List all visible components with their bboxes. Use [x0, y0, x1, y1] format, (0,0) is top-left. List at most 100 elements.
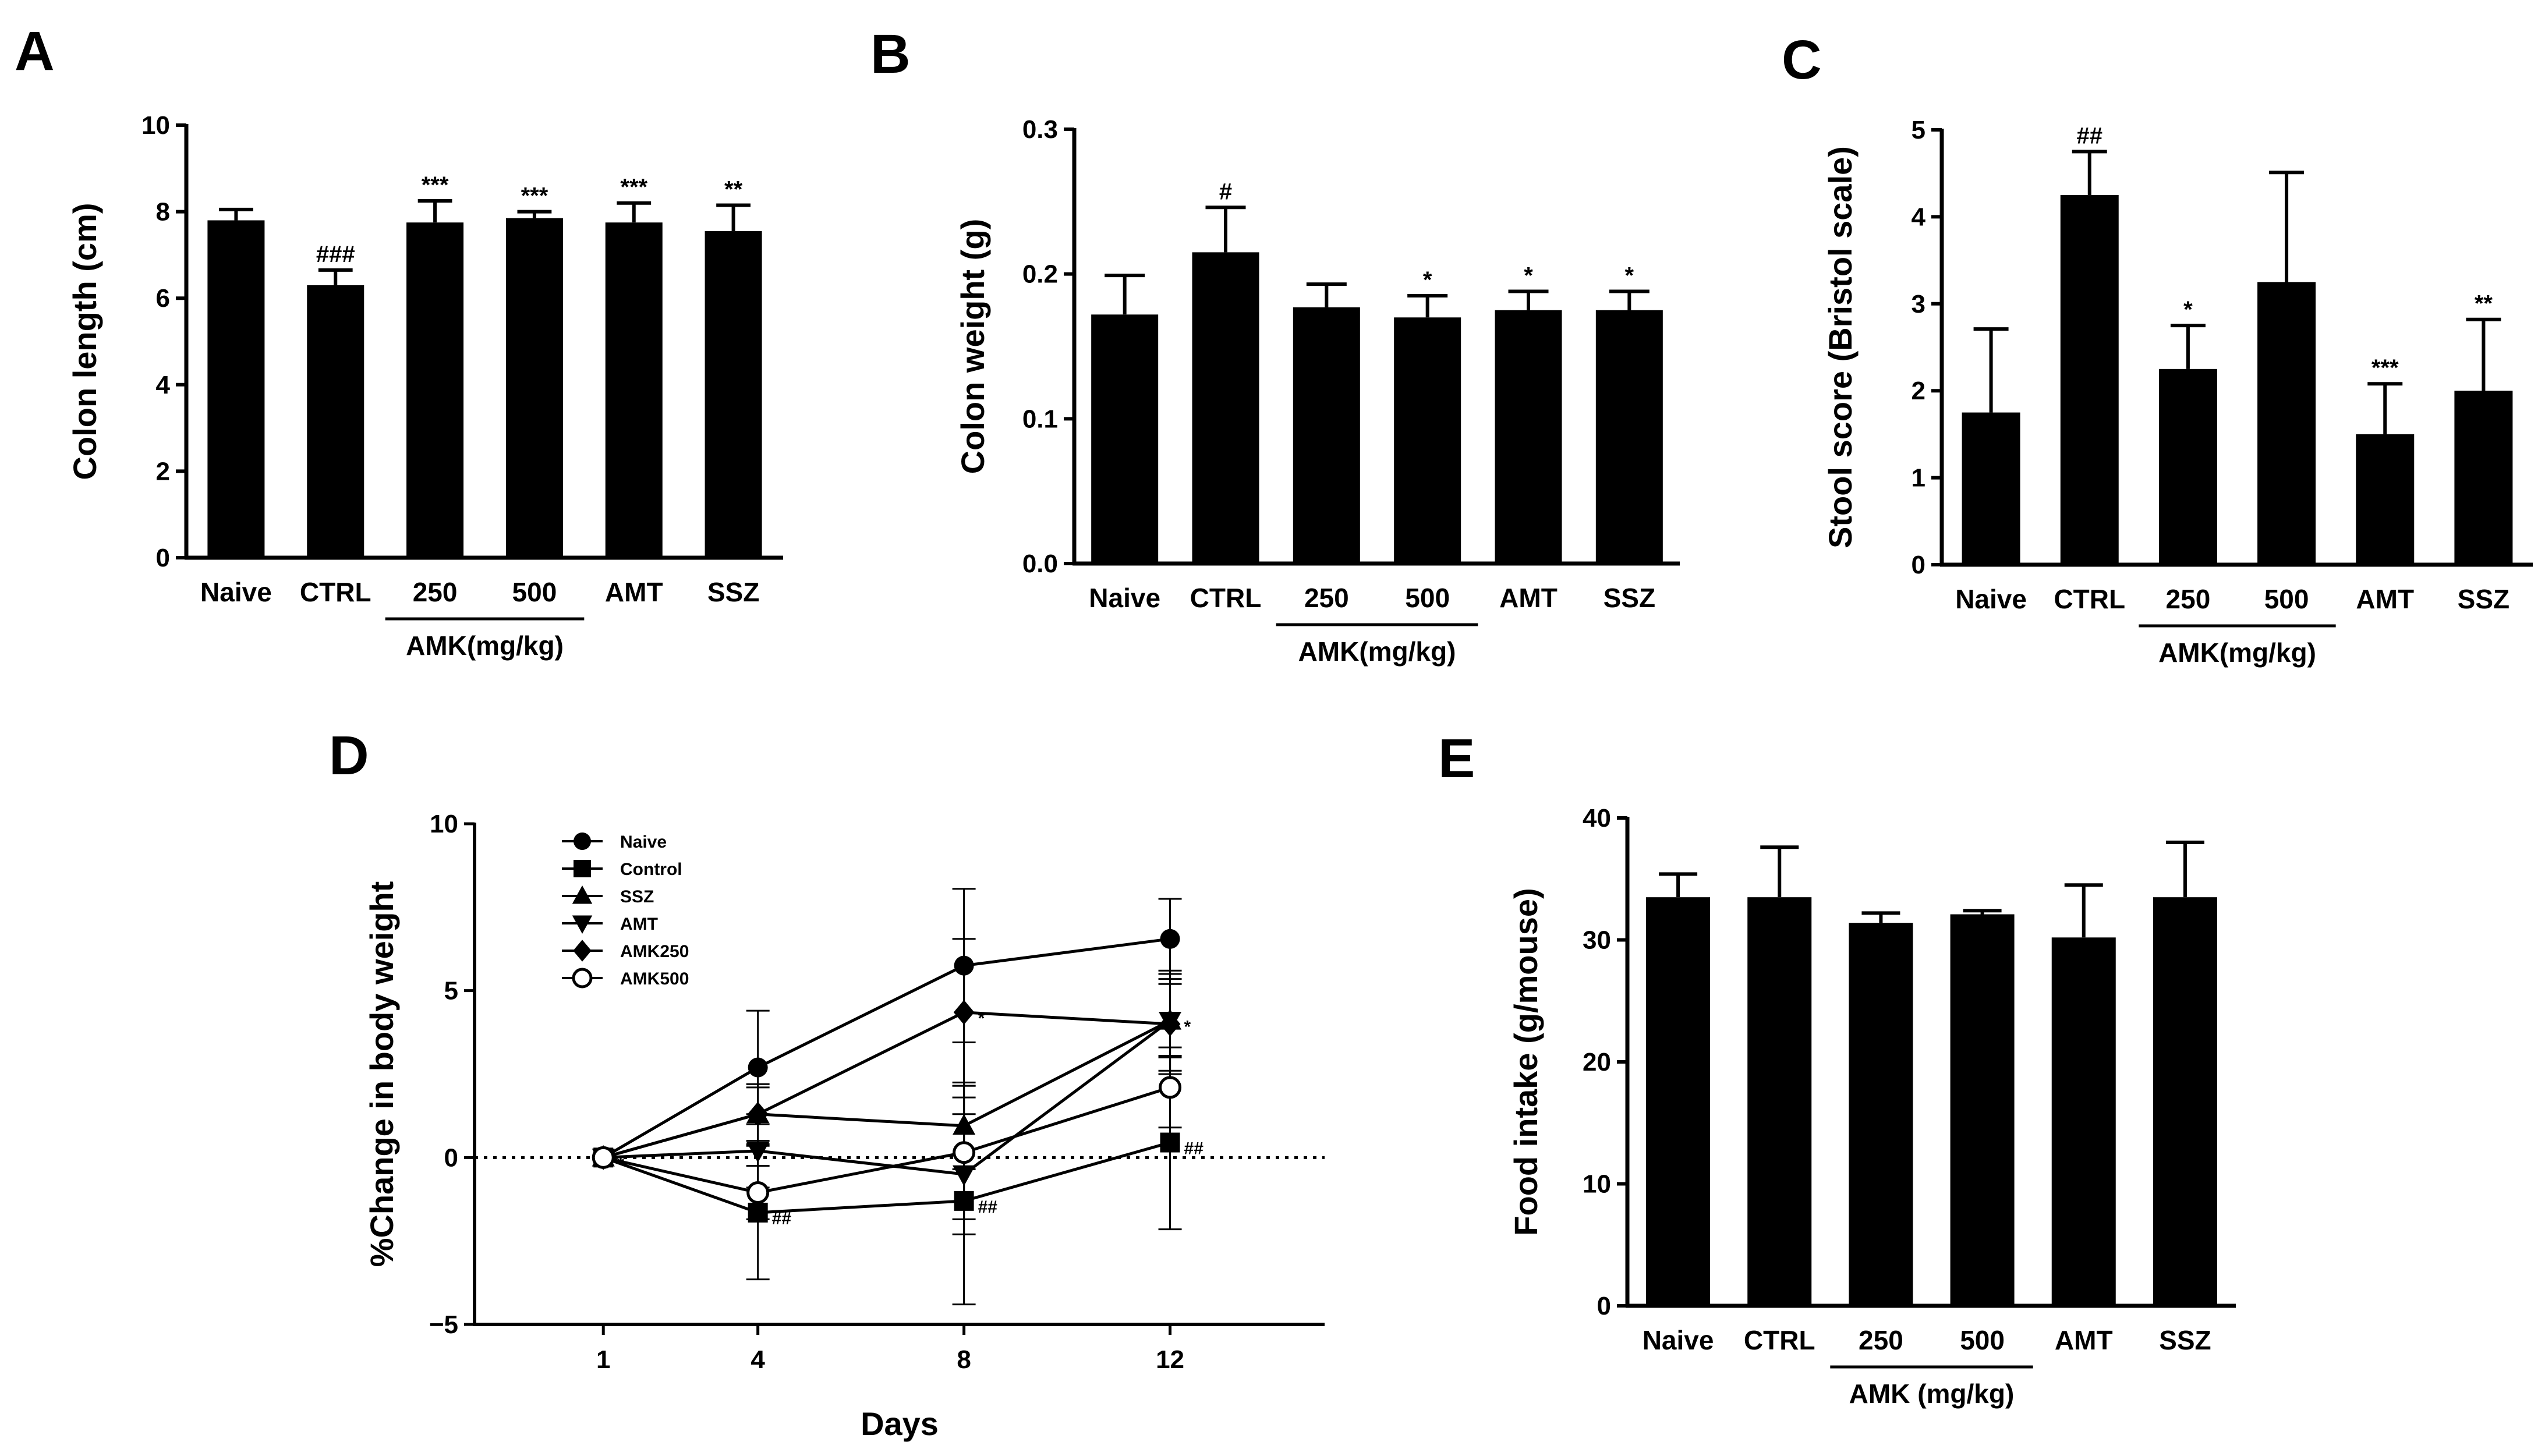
- bar-naive: [1962, 412, 2020, 565]
- y-tick-label: 10: [430, 810, 458, 838]
- y-tick-label: 6: [156, 284, 170, 313]
- bar-amt: [2051, 937, 2116, 1306]
- data-point-naive: [1160, 929, 1180, 949]
- significance-marker: ***: [620, 175, 647, 200]
- panel-letter-d: D: [329, 725, 369, 787]
- panel-letter-b: B: [870, 23, 911, 85]
- y-tick-label: 10: [141, 111, 170, 140]
- legend-label: Naive: [620, 832, 667, 852]
- category-label: AMT: [2356, 584, 2414, 614]
- y-tick-label: 0.3: [1022, 115, 1058, 144]
- series-line-amk500: [603, 1086, 1171, 1195]
- point-annotation: *: [617, 1154, 624, 1173]
- data-point-amk500: [953, 1141, 976, 1164]
- category-label: CTRL: [2054, 584, 2125, 614]
- category-label: 250: [2166, 584, 2211, 614]
- legend-label: AMK500: [620, 969, 689, 989]
- point-annotation: ##: [1184, 1139, 1204, 1159]
- bar-500: [505, 218, 563, 558]
- bar-ctrl: [1747, 897, 1812, 1306]
- x-tick-label: 8: [957, 1345, 971, 1374]
- y-tick-label: 10: [1583, 1170, 1611, 1199]
- significance-marker: **: [724, 176, 743, 202]
- category-label: Naive: [200, 577, 272, 607]
- bar-ctrl: [1192, 252, 1259, 564]
- y-tick-label: 5: [444, 977, 458, 1005]
- bar-500: [2257, 282, 2316, 565]
- y-tick-label: 20: [1583, 1048, 1611, 1076]
- y-axis-label: Colon length (cm): [66, 203, 103, 480]
- category-label: Naive: [1643, 1325, 1714, 1355]
- legend-marker-amk250: [573, 940, 592, 962]
- x-tick-label: 4: [751, 1345, 765, 1374]
- bar-amt: [605, 222, 663, 558]
- y-tick-label: 5: [1912, 116, 1925, 144]
- panel-letter-a: A: [15, 20, 55, 82]
- series-line-amk250: [603, 1011, 1170, 1159]
- group-label: AMK(mg/kg): [1298, 636, 1456, 667]
- legend-marker-naive: [574, 832, 591, 850]
- data-point-amk250: [953, 1000, 975, 1025]
- significance-marker: ##: [2077, 123, 2103, 148]
- y-tick-label: 0.0: [1022, 550, 1058, 578]
- bar-amt: [1495, 310, 1562, 564]
- y-tick-label: 2: [1912, 377, 1925, 405]
- significance-marker: *: [1423, 267, 1432, 293]
- significance-marker: ***: [2371, 355, 2399, 381]
- data-point-amk250: [1159, 1011, 1181, 1037]
- significance-marker: *: [2183, 297, 2193, 323]
- data-point-amk500: [1159, 1076, 1182, 1099]
- y-tick-label: 4: [1912, 203, 1926, 231]
- bar-ssz: [1595, 310, 1663, 564]
- category-label: SSZ: [707, 577, 759, 607]
- series-line-naive: [602, 937, 1170, 1159]
- category-label: SSZ: [1604, 583, 1655, 613]
- category-label: 250: [1304, 583, 1349, 613]
- group-label: AMK (mg/kg): [1849, 1379, 2015, 1409]
- y-tick-label: 4: [156, 371, 171, 399]
- y-tick-label: −5: [429, 1310, 458, 1339]
- y-axis-label: Colon weight (g): [954, 219, 991, 474]
- bar-naive: [207, 220, 265, 558]
- category-label: CTRL: [300, 577, 371, 607]
- point-annotation: ##: [772, 1209, 792, 1228]
- category-label: 250: [1859, 1325, 1903, 1355]
- category-label: 500: [1960, 1325, 2005, 1355]
- chart-panel-c: 0 1 2 3 4 5 Stool score (Bristol scale) Naive ##…: [1822, 116, 2533, 668]
- legend-label: AMK250: [620, 942, 689, 961]
- significance-marker: **: [2475, 291, 2493, 317]
- bar-250: [406, 222, 464, 558]
- bar-naive: [1091, 314, 1159, 564]
- bar-500: [1394, 317, 1461, 564]
- panel-letter-e: E: [1438, 728, 1475, 789]
- category-label: Naive: [1089, 583, 1160, 613]
- bar-250: [1849, 923, 1913, 1306]
- legend-label: Control: [620, 860, 682, 879]
- chart-panel-d: −5 0 5 10 1 4 8 12 %Change in body weight Days ## #…: [363, 810, 1325, 1442]
- y-axis-label: Stool score (Bristol scale): [1822, 146, 1859, 548]
- category-label: CTRL: [1744, 1325, 1815, 1355]
- category-label: Naive: [1955, 584, 2027, 614]
- significance-marker: *: [1524, 263, 1533, 289]
- point-annotation: *: [978, 1009, 985, 1028]
- bar-500: [1950, 914, 2015, 1306]
- category-label: 500: [2264, 584, 2309, 614]
- category-label: AMT: [605, 577, 663, 607]
- bar-naive: [1646, 897, 1711, 1306]
- category-label: 250: [413, 577, 458, 607]
- series-line-ssz: [603, 1019, 1171, 1159]
- y-tick-label: 0: [444, 1143, 458, 1172]
- significance-marker: #: [1219, 179, 1232, 204]
- legend-marker-amt: [572, 915, 593, 934]
- significance-marker: ***: [422, 172, 449, 198]
- category-label: SSZ: [2159, 1325, 2211, 1355]
- bar-ssz: [2454, 391, 2513, 565]
- legend-label: AMT: [620, 915, 658, 934]
- bar-ssz: [2153, 897, 2217, 1306]
- y-tick-label: 40: [1583, 804, 1611, 832]
- x-tick-label: 1: [596, 1345, 610, 1374]
- data-point-control: [1160, 1132, 1180, 1153]
- y-tick-label: 1: [1912, 464, 1925, 493]
- bar-amt: [2356, 434, 2415, 565]
